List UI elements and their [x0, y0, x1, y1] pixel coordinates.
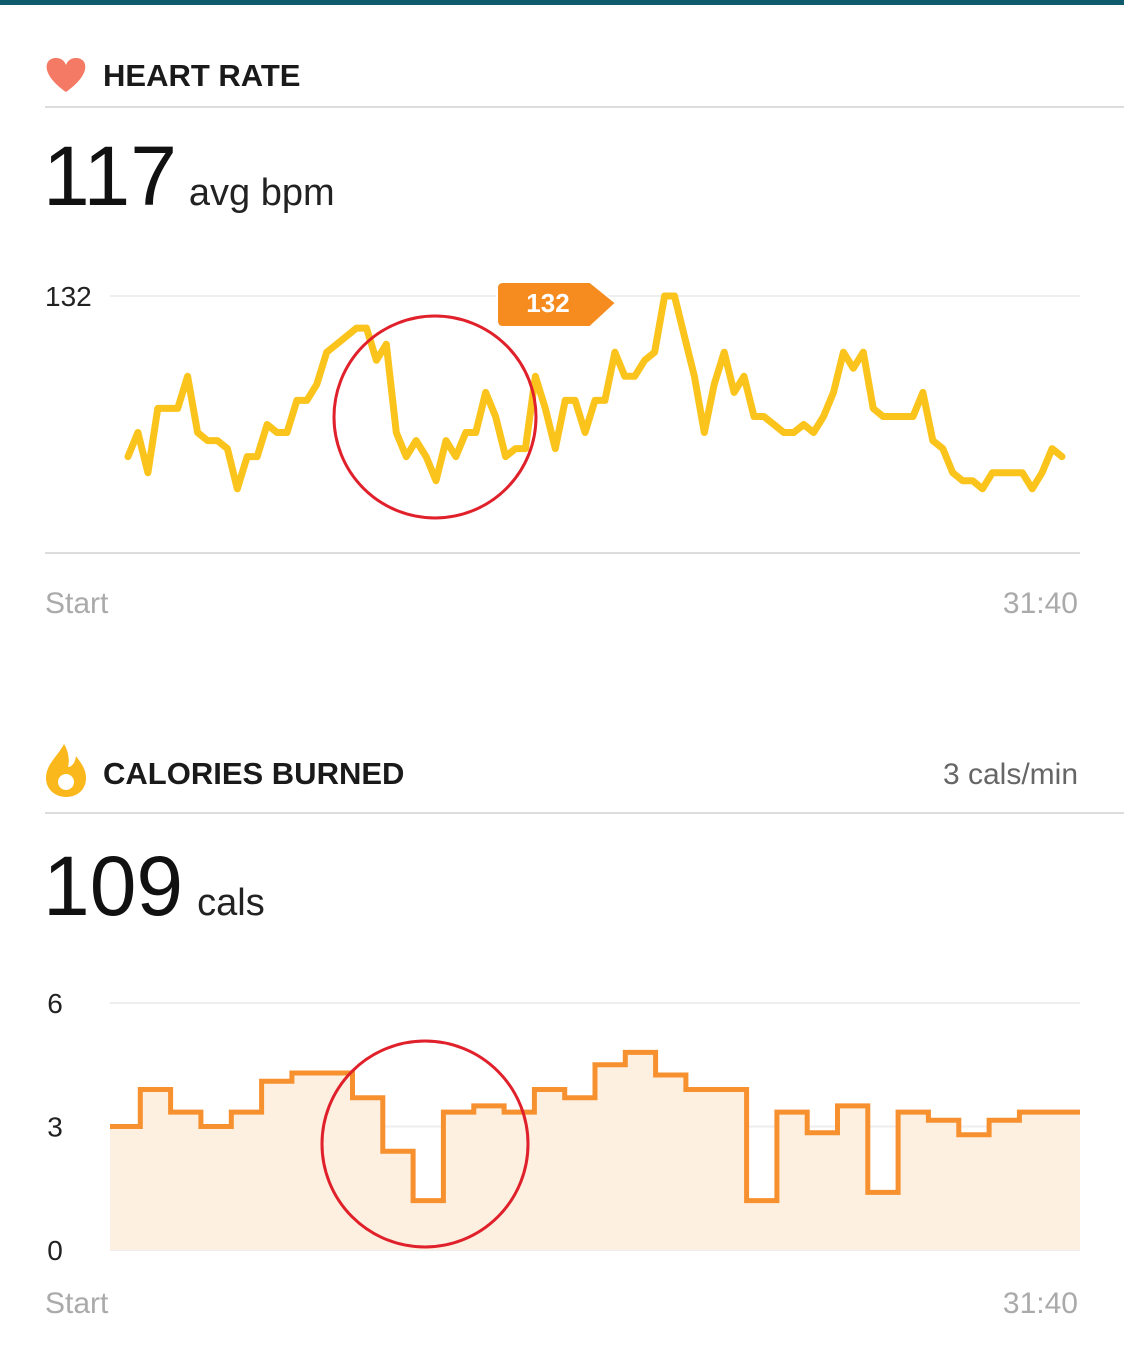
x-start-label: Start	[45, 1287, 109, 1320]
calories-area	[110, 1052, 1080, 1250]
rate-label: 3 cals/min	[943, 758, 1078, 791]
flame-icon	[46, 744, 86, 797]
x-end-label: 31:40	[1003, 587, 1078, 620]
annotation-circle	[320, 1039, 530, 1249]
summary-unit: avg bpm	[189, 172, 335, 214]
peak-label: 132	[526, 288, 569, 318]
summary-value: 117	[43, 129, 177, 223]
top-bar	[0, 0, 1124, 5]
x-start-label: Start	[45, 587, 109, 620]
heart-rate-line	[124, 292, 1066, 493]
charts: 132 0 3 6	[45, 281, 1080, 1266]
summary-value: 109	[43, 839, 183, 933]
peak-tag	[496, 281, 618, 328]
summary-unit: cals	[197, 882, 265, 924]
y-tick-label: 0	[47, 1235, 63, 1266]
annotation-circle	[332, 314, 538, 520]
y-tick-label: 3	[47, 1112, 63, 1143]
heart-icon	[46, 58, 86, 92]
section-title: CALORIES BURNED	[103, 756, 404, 791]
y-tick-label: 132	[45, 281, 92, 312]
x-end-label: 31:40	[1003, 1287, 1078, 1320]
calories-line	[110, 1049, 1080, 1204]
y-tick-label: 6	[47, 988, 63, 1019]
section-title: HEART RATE	[103, 58, 300, 93]
summary: 109 cals	[43, 839, 265, 933]
flame-core	[58, 774, 74, 790]
summary: 117 avg bpm	[43, 129, 335, 223]
